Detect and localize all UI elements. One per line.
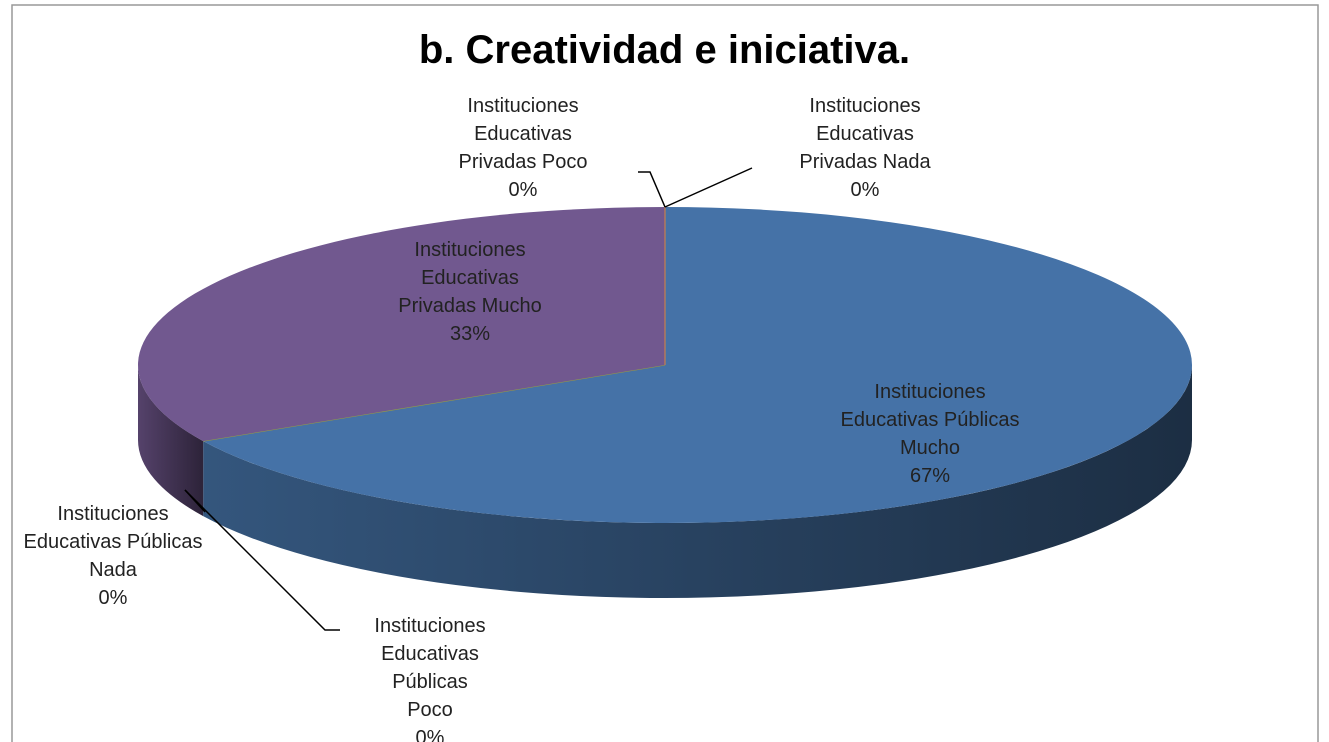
category-label: Instituciones Educativas Privadas Poco bbox=[458, 95, 588, 173]
value-label: 0% bbox=[850, 179, 880, 201]
category-label: Instituciones Educativas Públicas Nada bbox=[23, 503, 203, 581]
data-label: Instituciones Educativas Privadas Nada 0% bbox=[780, 92, 950, 204]
pie-slice bbox=[138, 207, 665, 442]
pie-slice bbox=[203, 207, 1192, 524]
data-label: Instituciones Educativas Públicas Nada 0% bbox=[23, 500, 203, 612]
value-label: 0% bbox=[508, 179, 538, 201]
category-label: Instituciones Educativas Privadas Mucho bbox=[398, 239, 542, 317]
category-label: Instituciones Educativas Públicas Mucho bbox=[840, 381, 1020, 459]
pie-side bbox=[138, 365, 204, 517]
category-label: Instituciones Educativas Públicas Poco bbox=[374, 615, 486, 721]
chart-title: b. Creatividad e iniciativa. bbox=[418, 28, 911, 72]
data-label: Instituciones Educativas Privadas Poco 0% bbox=[438, 92, 608, 204]
value-label: 67% bbox=[909, 465, 951, 487]
data-label: Instituciones Educativas Públicas Poco 0% bbox=[370, 612, 490, 742]
leader-lines bbox=[184, 167, 753, 631]
leader-line bbox=[664, 167, 753, 208]
value-label: 33% bbox=[449, 323, 491, 345]
data-label: Instituciones Educativas Públicas Mucho 6… bbox=[840, 378, 1020, 490]
leader-line bbox=[638, 171, 666, 208]
leader-line bbox=[184, 489, 206, 513]
pie-tops bbox=[138, 207, 1192, 524]
category-label: Instituciones Educativas Privadas Nada bbox=[799, 95, 931, 173]
pie-sides bbox=[138, 365, 1192, 598]
data-label: Instituciones Educativas Privadas Mucho 3… bbox=[380, 236, 560, 348]
leader-line bbox=[184, 489, 340, 631]
pie-side bbox=[203, 365, 1192, 598]
value-label: 0% bbox=[98, 587, 128, 609]
value-label: 0% bbox=[415, 727, 445, 742]
